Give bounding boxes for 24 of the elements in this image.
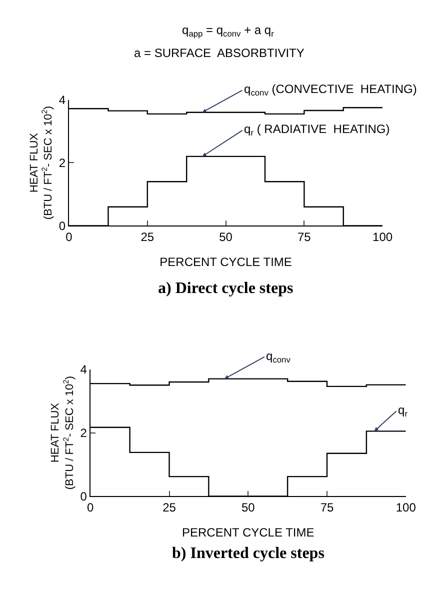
x-tick-label: 25	[140, 230, 154, 244]
y-tick-label: 0	[80, 489, 88, 504]
series-label: q$_{r}$ ( RADIATIVE HEATING)	[244, 122, 390, 138]
y-tick-label: 2	[58, 156, 66, 170]
x-tick-label: 75	[320, 500, 334, 515]
text: a) Direct cycle steps	[158, 280, 294, 297]
x-tick-label: 100	[396, 500, 416, 515]
text: b) Inverted cycle steps	[172, 545, 324, 562]
y-tick-label: 0	[58, 218, 66, 233]
series-label: q$_{conv}$	[266, 349, 292, 365]
x-axis-title: PERCENT CYCLE TIME	[160, 255, 292, 270]
series-label: q$_{r}$	[398, 403, 408, 419]
y-tick-label: 2	[80, 426, 88, 440]
x-tick-label: 50	[241, 500, 256, 515]
x-tick-label: 100	[372, 230, 393, 244]
x-axis-title: PERCENT CYCLE TIME	[182, 526, 314, 540]
x-tick-label: 75	[298, 230, 312, 244]
x-tick-label: 50	[219, 230, 233, 244]
y-tick-label: 4	[80, 362, 88, 376]
x-tick-label: 25	[162, 500, 176, 515]
text: a = SURFACE ABSORBTIVITY	[134, 46, 304, 60]
series-label: q$_{conv}$ (CONVECTIVE HEATING)	[244, 82, 417, 98]
text: q$_{app}$ = q$_{conv}$ + a q$_{r}$	[182, 23, 274, 39]
y-tick-label: 4	[58, 92, 66, 107]
